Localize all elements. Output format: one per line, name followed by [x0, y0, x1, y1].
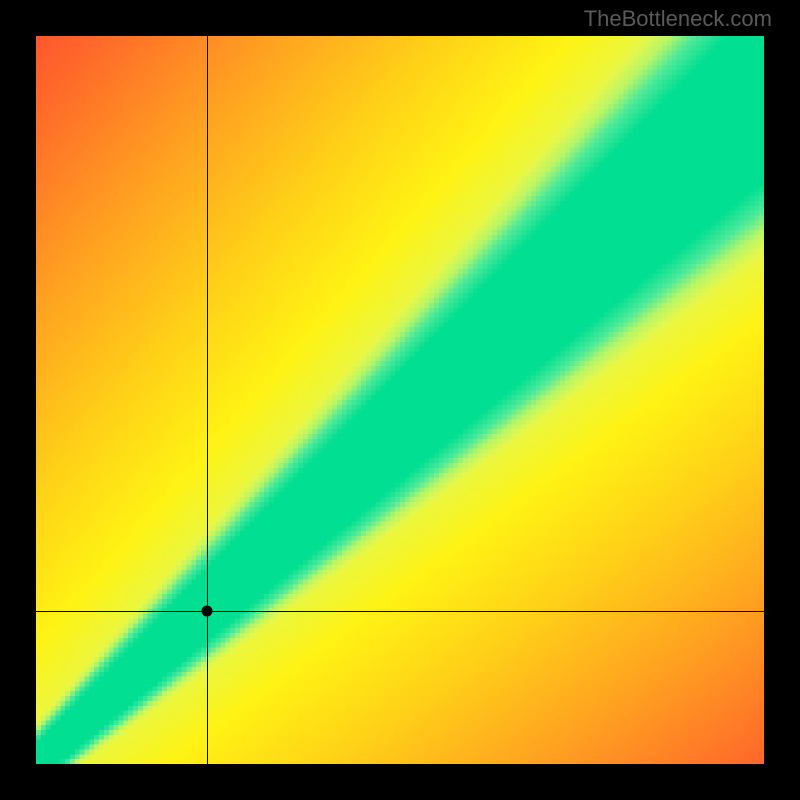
watermark-text: TheBottleneck.com [584, 6, 772, 32]
crosshair-vertical [207, 36, 208, 764]
plot-area [36, 36, 764, 764]
crosshair-marker [202, 606, 213, 617]
heatmap-canvas [36, 36, 764, 764]
crosshair-horizontal [36, 611, 764, 612]
